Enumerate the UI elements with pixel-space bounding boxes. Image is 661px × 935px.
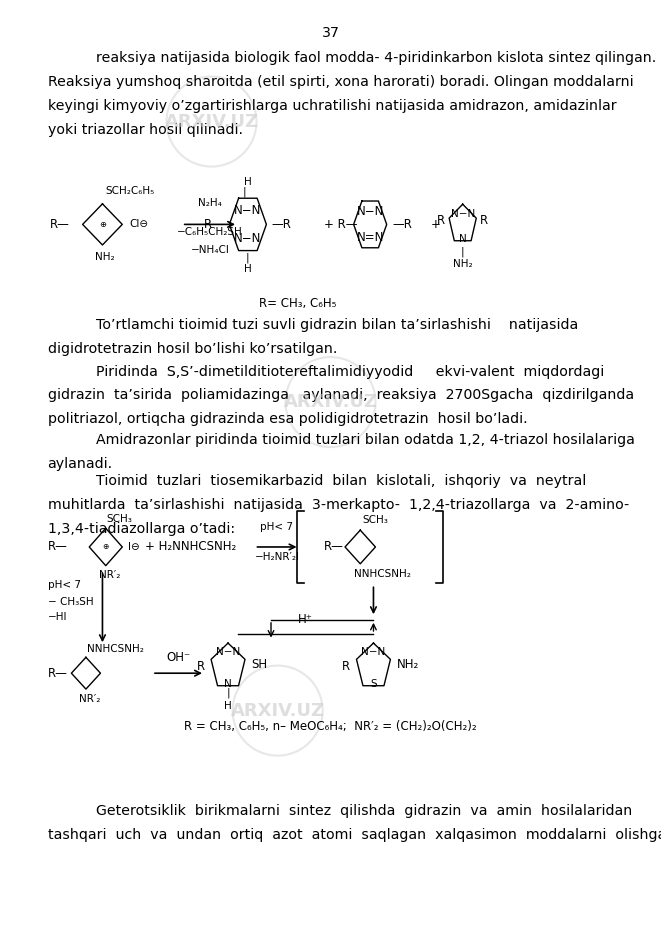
Text: − CH₃SH: − CH₃SH: [48, 597, 93, 607]
Text: NR′₂: NR′₂: [99, 570, 120, 581]
Text: Geterotsiklik  birikmalarni  sintez  qilishda  gidrazin  va  amin  hosilalaridan: Geterotsiklik birikmalarni sintez qilish…: [96, 804, 632, 818]
Text: R—: R—: [204, 218, 224, 231]
Text: R: R: [481, 214, 488, 227]
Text: tashqari  uch  va  undan  ortiq  azot  atomi  saqlagan  xalqasimon  moddalarni  : tashqari uch va undan ortiq azot atomi s…: [48, 828, 661, 842]
Text: SCH₃: SCH₃: [362, 514, 388, 525]
Text: R—: R—: [324, 540, 344, 554]
Text: NNHCSNH₂: NNHCSNH₂: [87, 643, 144, 654]
Text: |: |: [243, 187, 247, 197]
Text: |: |: [461, 246, 465, 256]
Text: + R—: + R—: [324, 218, 358, 231]
Text: ⊕: ⊕: [99, 220, 106, 229]
Text: R= CH₃, C₆H₅: R= CH₃, C₆H₅: [258, 297, 336, 310]
Text: —R: —R: [272, 218, 292, 231]
Text: ARXIV.UZ: ARXIV.UZ: [231, 701, 325, 720]
Text: OH⁻: OH⁻: [167, 651, 190, 664]
Text: −H₂NR′₂I: −H₂NR′₂I: [254, 552, 299, 562]
Text: ARXIV.UZ: ARXIV.UZ: [284, 393, 377, 411]
Text: ARXIV.UZ: ARXIV.UZ: [165, 112, 258, 131]
Text: H: H: [244, 264, 252, 274]
Text: −HI: −HI: [48, 612, 67, 623]
Text: SCH₂C₆H₅: SCH₂C₆H₅: [105, 186, 155, 196]
Text: H: H: [224, 700, 232, 711]
Text: muhitlarda  ta’sirlashishi  natijasida  3-merkapto-  1,2,4-triazollarga  va  2-a: muhitlarda ta’sirlashishi natijasida 3-m…: [48, 497, 629, 511]
Text: reaksiya natijasida biologik faol modda- 4-piridinkarbon kislota sintez qilingan: reaksiya natijasida biologik faol modda-…: [96, 51, 656, 65]
Text: |: |: [246, 252, 250, 263]
Text: R: R: [197, 660, 205, 673]
Text: NH₂: NH₂: [453, 259, 473, 269]
Text: SH: SH: [251, 657, 267, 670]
Text: H: H: [244, 177, 252, 187]
Text: R = CH₃, C₆H₅, n– MeOC₆H₄;  NR′₂ = (CH₂)₂O(CH₂)₂: R = CH₃, C₆H₅, n– MeOC₆H₄; NR′₂ = (CH₂)₂…: [184, 720, 477, 733]
Text: Amidrazonlar piridinda tioimid tuzlari bilan odatda 1,2, 4-triazol hosilalariga: Amidrazonlar piridinda tioimid tuzlari b…: [96, 433, 635, 447]
Text: pH< 7: pH< 7: [48, 580, 81, 590]
Text: —R: —R: [392, 218, 412, 231]
Text: R—: R—: [50, 218, 69, 231]
Text: SCH₃: SCH₃: [106, 513, 132, 524]
Text: NR′₂: NR′₂: [79, 694, 100, 704]
Text: R—: R—: [48, 540, 67, 554]
Text: N: N: [459, 234, 467, 243]
Text: R: R: [342, 660, 350, 673]
Text: politriazol, ortiqcha gidrazinda esa polidigidrotetrazin  hosil bo’ladi.: politriazol, ortiqcha gidrazinda esa pol…: [48, 412, 527, 426]
Text: N₂H₄: N₂H₄: [198, 197, 222, 208]
Text: + H₂NNHCSNH₂: + H₂NNHCSNH₂: [145, 540, 237, 554]
Text: N−N: N−N: [234, 232, 262, 245]
Text: −C₆H₅CH₂SH: −C₆H₅CH₂SH: [177, 227, 243, 237]
Text: N: N: [224, 679, 232, 689]
Text: R: R: [437, 214, 445, 227]
Text: yoki triazollar hosil qilinadi.: yoki triazollar hosil qilinadi.: [48, 123, 243, 137]
Text: Piridinda  S,S’-dimetilditiotereftalimidiyyodid     ekvi-valent  miqdordagi: Piridinda S,S’-dimetilditiotereftalimidi…: [96, 365, 604, 379]
Text: NNHCSNH₂: NNHCSNH₂: [354, 569, 410, 580]
Text: pH< 7: pH< 7: [260, 522, 293, 532]
Text: N−N: N−N: [362, 647, 385, 657]
Text: N−N: N−N: [451, 209, 475, 220]
Text: To’rtlamchi tioimid tuzi suvli gidrazin bilan ta’sirlashishi    natijasida: To’rtlamchi tioimid tuzi suvli gidrazin …: [96, 318, 578, 332]
Text: N−N: N−N: [234, 204, 262, 217]
Text: digidrotetrazin hosil bo’lishi ko’rsatilgan.: digidrotetrazin hosil bo’lishi ko’rsatil…: [48, 342, 337, 355]
Text: |: |: [226, 687, 230, 698]
Text: ⊕: ⊕: [102, 542, 109, 552]
Text: Tioimid  tuzlari  tiosemikarbazid  bilan  kislotali,  ishqoriy  va  neytral: Tioimid tuzlari tiosemikarbazid bilan ki…: [96, 474, 586, 488]
Text: 37: 37: [321, 26, 340, 40]
Text: Reaksiya yumshoq sharoitda (etil spirti, xona harorati) boradi. Olingan moddalar: Reaksiya yumshoq sharoitda (etil spirti,…: [48, 76, 633, 89]
Text: Cl⊖: Cl⊖: [129, 220, 148, 229]
Text: NH₂: NH₂: [397, 657, 419, 670]
Text: NH₂: NH₂: [95, 252, 114, 263]
Text: H⁺: H⁺: [298, 613, 313, 626]
Text: keyingi kimyoviy o’zgartirishlarga uchratilishi natijasida amidrazon, amidazinla: keyingi kimyoviy o’zgartirishlarga uchra…: [48, 99, 616, 113]
Text: S: S: [370, 679, 377, 689]
Text: I⊖: I⊖: [128, 542, 139, 552]
Text: N=N: N=N: [356, 231, 384, 244]
Text: R—: R—: [48, 667, 67, 680]
Text: gidrazin  ta’sirida  poliamidazinga   aylanadi,  reaksiya  2700Sgacha  qizdirilg: gidrazin ta’sirida poliamidazinga aylana…: [48, 389, 634, 402]
Text: +: +: [431, 218, 441, 231]
Text: aylanadi.: aylanadi.: [48, 457, 113, 470]
Text: N−N: N−N: [216, 647, 240, 657]
Text: N−N: N−N: [356, 205, 384, 218]
Text: −NH₄Cl: −NH₄Cl: [190, 245, 229, 255]
Text: 1,3,4-tiadiazollarga o’tadi:: 1,3,4-tiadiazollarga o’tadi:: [48, 522, 235, 536]
